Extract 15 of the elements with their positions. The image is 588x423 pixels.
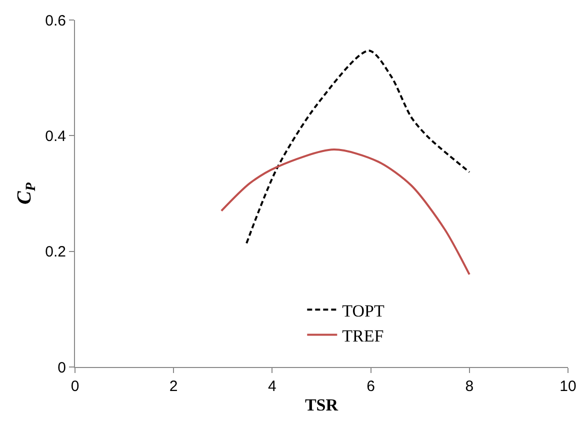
- x-tick-label: 2: [169, 378, 178, 395]
- x-tick-label: 0: [70, 378, 80, 395]
- y-tick-label: 0.4: [45, 128, 66, 145]
- line-series: [220, 148, 470, 276]
- legend-label: TOPT: [342, 301, 385, 320]
- line-series: [246, 50, 470, 244]
- y-tick-label: 0: [58, 359, 66, 376]
- x-tick-label: 6: [366, 378, 375, 395]
- legend-label: TREF: [342, 326, 384, 346]
- x-axis-title: TSR: [304, 395, 339, 414]
- x-tick-label: 4: [268, 378, 276, 395]
- x-tick-label: 8: [465, 378, 474, 395]
- y-tick-label: 0.6: [45, 12, 66, 30]
- y-tick-label: 0.2: [45, 244, 66, 261]
- x-tick-label: 10: [560, 378, 576, 395]
